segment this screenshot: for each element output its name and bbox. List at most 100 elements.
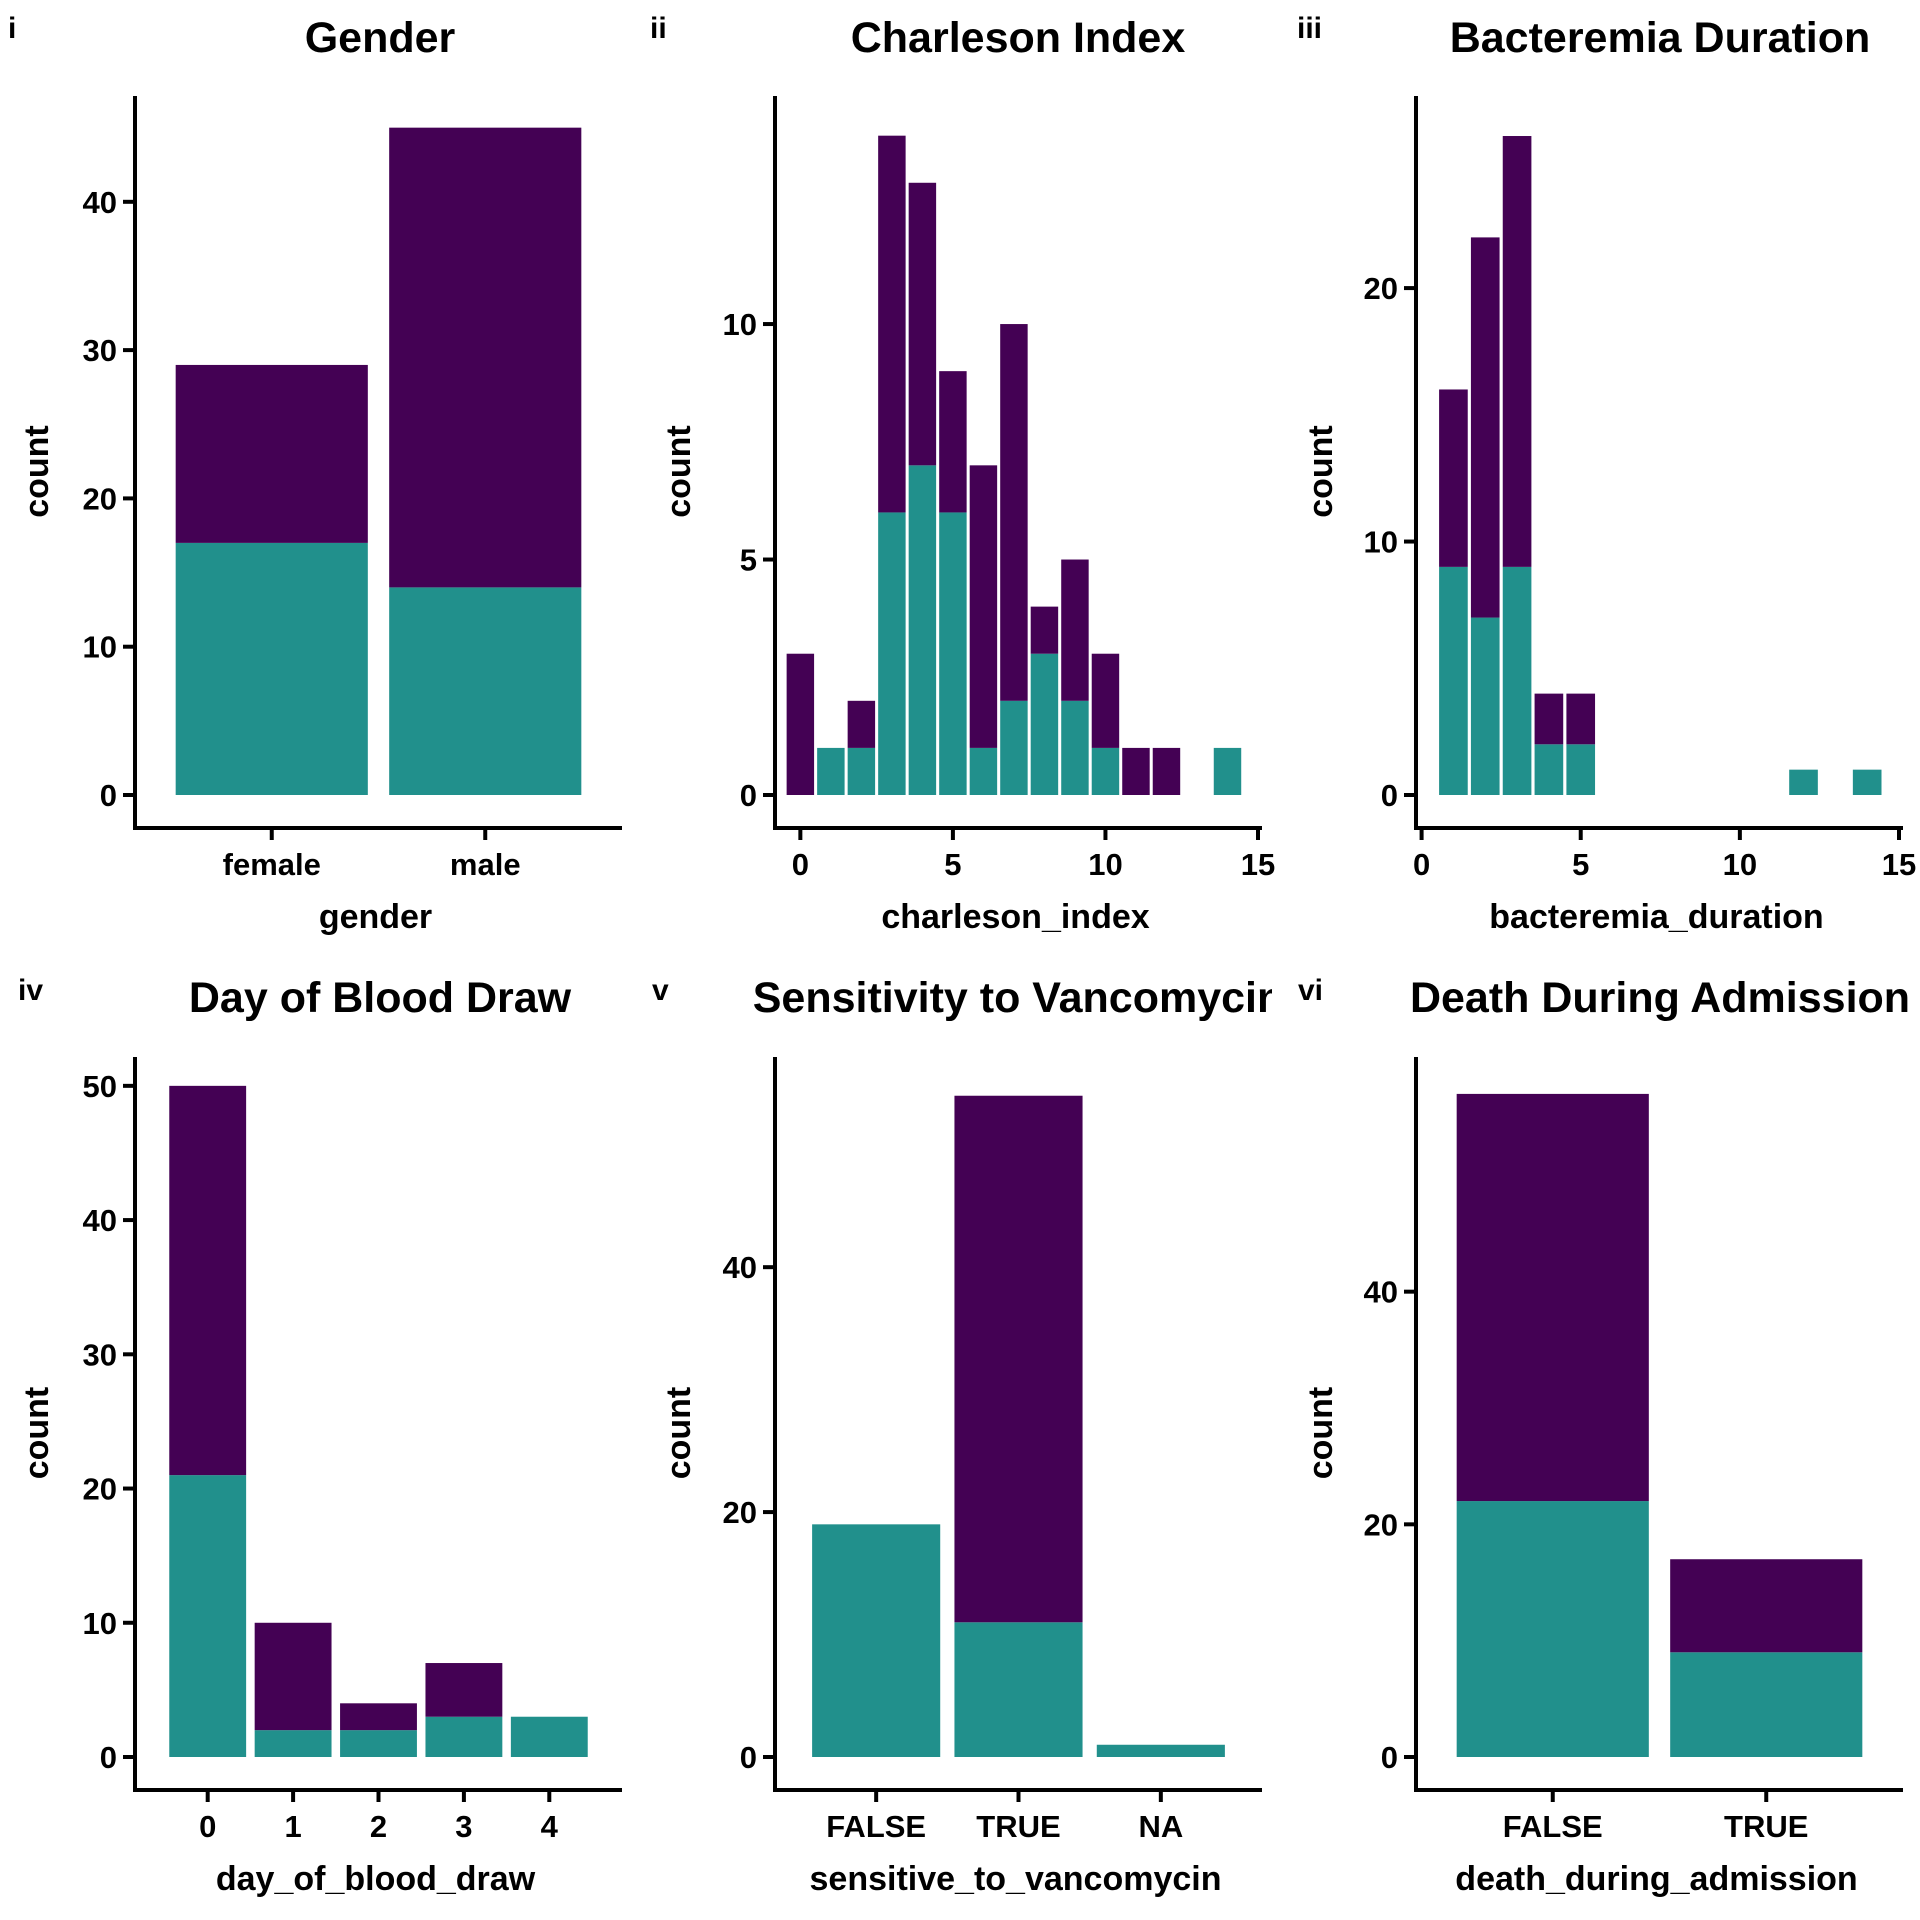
y-tick-label: 40 — [83, 1203, 117, 1238]
bar-purple — [425, 1663, 503, 1717]
x-tick-label: TRUE — [1724, 1809, 1808, 1844]
bar-teal — [1789, 769, 1818, 795]
y-axis-title: count — [18, 1387, 56, 1480]
x-tick-label: 0 — [199, 1809, 216, 1844]
bar-purple — [1534, 693, 1564, 745]
bar-purple — [1061, 559, 1089, 701]
bar-teal — [1439, 566, 1468, 795]
bar-teal — [389, 587, 582, 795]
x-tick-label: TRUE — [976, 1809, 1060, 1844]
x-tick-label: 15 — [1241, 847, 1275, 882]
y-tick-label: 40 — [1364, 1275, 1398, 1310]
bar-teal — [1456, 1501, 1649, 1757]
bar-teal — [169, 1475, 247, 1757]
panel-label: ii — [650, 12, 667, 45]
bar-purple — [1122, 747, 1150, 795]
bar-teal — [812, 1524, 941, 1757]
y-tick-label: 10 — [723, 307, 757, 342]
bar-teal — [1470, 617, 1500, 795]
x-axis-title: sensitive_to_vancomycin — [810, 1860, 1222, 1898]
bar-teal — [1566, 744, 1596, 795]
y-axis-title: count — [660, 425, 698, 518]
panel-label: i — [8, 12, 16, 45]
bar-teal — [510, 1716, 588, 1757]
bar-purple — [1470, 237, 1500, 618]
bar-purple — [847, 700, 876, 748]
x-tick-label: 3 — [455, 1809, 472, 1844]
bar-teal — [1091, 747, 1120, 795]
bar-purple — [389, 127, 582, 588]
bar-purple — [169, 1085, 247, 1476]
bar-teal — [939, 512, 967, 795]
x-tick-label: 4 — [541, 1809, 559, 1844]
axis-lines — [133, 96, 622, 830]
y-tick-label: 0 — [740, 778, 757, 813]
chart-title: Sensitivity to Vancomycin — [753, 974, 1284, 1022]
y-tick-label: 0 — [1381, 778, 1398, 813]
bar-teal — [1502, 566, 1532, 795]
y-axis-title: count — [1302, 1387, 1340, 1480]
y-tick-label: 0 — [100, 778, 117, 813]
y-tick-label: 5 — [740, 543, 757, 578]
y-tick-label: 0 — [100, 1740, 117, 1775]
panel-label: v — [652, 974, 669, 1007]
x-axis-title: charleson_index — [881, 898, 1149, 936]
bar-purple — [908, 182, 937, 466]
bar-purple — [175, 364, 368, 543]
chart-title: Bacteremia Duration — [1450, 14, 1871, 62]
bar-purple — [786, 653, 815, 795]
bar-purple — [1000, 324, 1028, 701]
x-tick-label: 0 — [1413, 847, 1430, 882]
y-tick-label: 0 — [740, 1740, 757, 1775]
y-axis-title: count — [18, 425, 56, 518]
bar-purple — [1502, 136, 1532, 567]
y-axis-title: count — [1302, 425, 1340, 518]
bar-purple — [1670, 1559, 1863, 1653]
bar-teal — [817, 747, 845, 795]
bar-teal — [1030, 653, 1059, 795]
bar-purple — [939, 371, 967, 513]
x-tick-label: 10 — [1723, 847, 1757, 882]
x-tick-label: 2 — [370, 1809, 387, 1844]
x-tick-label: NA — [1138, 1809, 1183, 1844]
panel-label: iv — [18, 974, 43, 1007]
x-axis-title: bacteremia_duration — [1489, 898, 1823, 936]
bar-teal — [1213, 747, 1242, 795]
y-tick-label: 10 — [83, 1606, 117, 1641]
axis-lines — [773, 96, 1262, 830]
y-tick-label: 10 — [1364, 525, 1398, 560]
panel-ii: ii Charleson Index 0 5 10 15 0 5 10 charleson_ind… — [650, 12, 1275, 936]
bar-teal — [1061, 700, 1089, 795]
chart-title: Gender — [305, 14, 456, 62]
bar-purple — [969, 465, 998, 748]
chart-title: Death During Admission — [1410, 974, 1910, 1022]
bar-purple — [1152, 747, 1181, 795]
bar-purple — [954, 1095, 1083, 1623]
x-tick-label: FALSE — [826, 1809, 926, 1844]
panel-label: vi — [1298, 974, 1323, 1007]
x-tick-label: 5 — [944, 847, 961, 882]
bar-teal — [1852, 769, 1882, 795]
bar-teal — [425, 1716, 503, 1757]
bar-teal — [908, 465, 937, 795]
axis-lines — [1414, 1057, 1903, 1792]
axis-lines — [1414, 96, 1903, 830]
y-tick-label: 20 — [1364, 271, 1398, 306]
axis-lines — [133, 1057, 622, 1792]
panel-v: v Sensitivity to Vancomycin FALSE TRUE NA 0 20… — [652, 974, 1284, 1898]
bar-teal — [1000, 700, 1028, 795]
bar-teal — [847, 747, 876, 795]
x-axis-title: gender — [319, 898, 432, 936]
y-tick-label: 20 — [83, 1472, 117, 1507]
y-tick-label: 20 — [83, 481, 117, 516]
bar-purple — [1439, 389, 1468, 567]
panel-i: i Gender female male 0 10 20 30 40 gender count — [8, 12, 622, 936]
y-axis-title: count — [660, 1387, 698, 1480]
bar-purple — [1456, 1093, 1649, 1502]
bar-teal — [175, 542, 368, 795]
bar-purple — [878, 135, 906, 513]
x-tick-label: 15 — [1882, 847, 1916, 882]
y-tick-label: 20 — [723, 1495, 757, 1530]
panel-iii: iii Bacteremia Duration 0 5 10 15 0 10 20 bactere… — [1297, 12, 1916, 936]
y-tick-label: 40 — [723, 1250, 757, 1285]
